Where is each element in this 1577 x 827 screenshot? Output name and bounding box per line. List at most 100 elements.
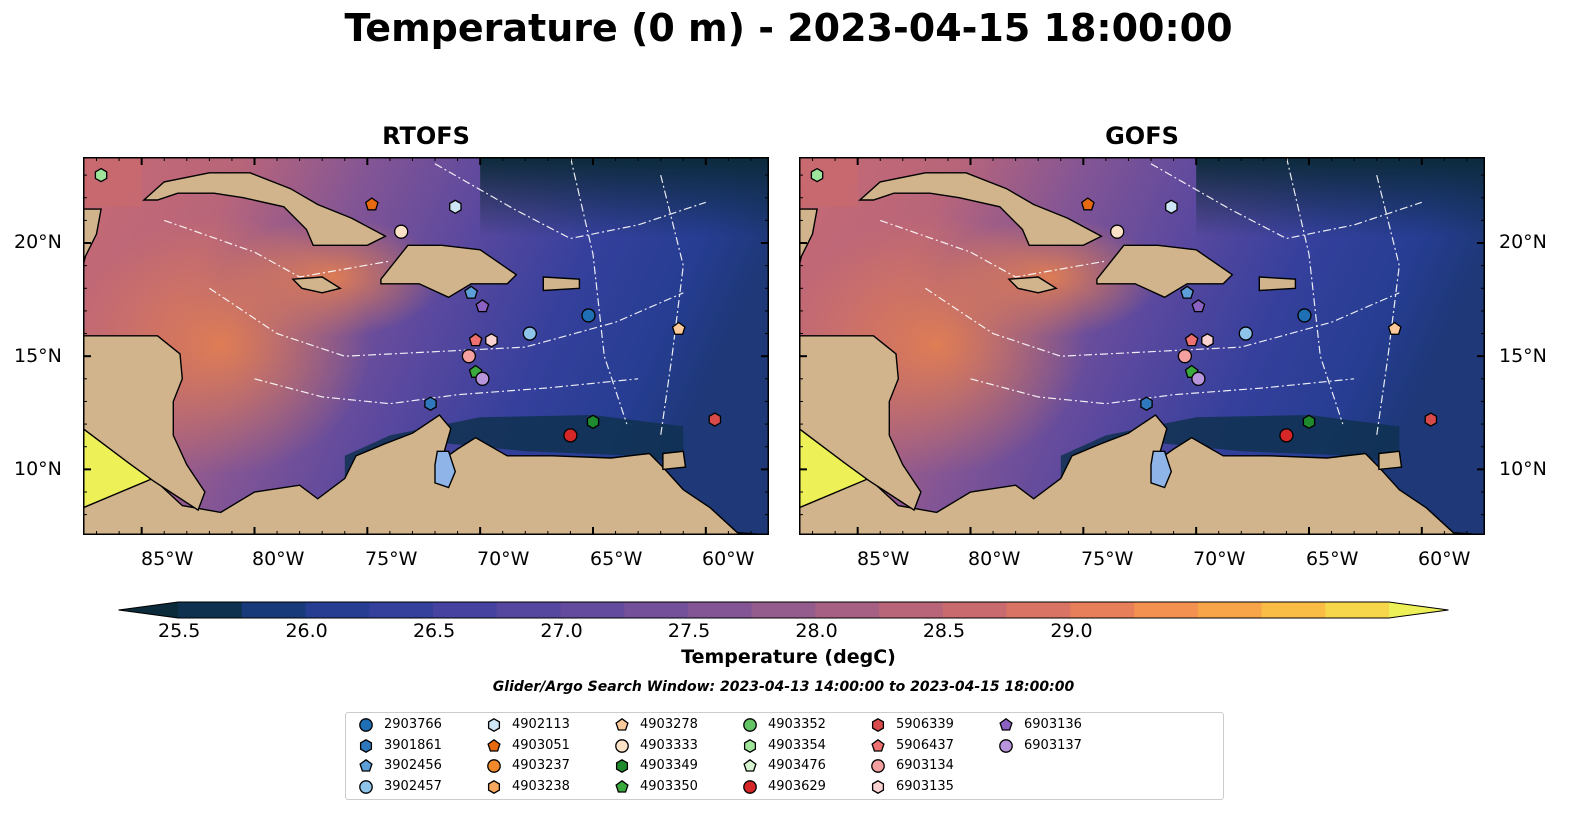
float-marker bbox=[810, 167, 824, 183]
legend-label: 6903136 bbox=[1024, 717, 1082, 732]
boundary-line bbox=[434, 163, 706, 240]
float-marker bbox=[1177, 349, 1193, 364]
legend-label: 4903350 bbox=[640, 778, 698, 794]
legend-label: 6903134 bbox=[896, 758, 954, 773]
float-marker bbox=[1201, 333, 1214, 348]
colorbar-tick-label: 28.0 bbox=[795, 620, 838, 642]
lat-tick-label: 20°N bbox=[14, 231, 62, 253]
boundary-line bbox=[880, 219, 1107, 278]
temperature-map-gofs bbox=[799, 157, 1485, 535]
legend-marker-circle-icon bbox=[871, 759, 885, 773]
land-jamaica bbox=[1007, 276, 1058, 294]
legend-label: 4903354 bbox=[768, 737, 826, 753]
colorbar-tick-label: 27.5 bbox=[667, 620, 711, 642]
lon-tick-label: 75°W bbox=[1081, 548, 1134, 570]
temperature-map-rtofs bbox=[83, 157, 769, 535]
lake-maracaibo bbox=[434, 450, 457, 489]
legend-marker-hexagon-icon bbox=[487, 718, 501, 732]
lon-tick-label: 85°W bbox=[141, 548, 194, 570]
float-marker bbox=[1110, 224, 1125, 239]
float-marker bbox=[1191, 299, 1206, 313]
land-puertorico bbox=[542, 276, 581, 292]
legend-marker-pentagon-icon bbox=[615, 717, 629, 731]
lon-tick-label: 60°W bbox=[702, 548, 755, 570]
legend-marker-pentagon-icon bbox=[487, 738, 501, 752]
legend-marker-hexagon-icon bbox=[871, 718, 885, 732]
lat-tick-label: 10°N bbox=[14, 458, 62, 480]
float-marker bbox=[522, 326, 537, 341]
float-marker bbox=[394, 224, 409, 239]
colorbar-tick-label: 29.0 bbox=[1050, 620, 1093, 642]
panel-title-gofs: GOFS bbox=[1105, 122, 1179, 150]
legend-label: 4903476 bbox=[768, 758, 826, 773]
panel-title-rtofs: RTOFS bbox=[382, 122, 470, 150]
float-marker bbox=[1279, 428, 1294, 443]
map-panel-gofs[interactable] bbox=[799, 157, 1485, 535]
float-marker bbox=[1387, 321, 1402, 335]
float-marker bbox=[475, 371, 490, 386]
legend-marker-hexagon-icon bbox=[359, 738, 373, 753]
legend-label: 6903135 bbox=[896, 778, 954, 794]
legend-label: 3901861 bbox=[384, 737, 442, 753]
legend-label: 4903238 bbox=[512, 778, 570, 794]
land-hispaniola bbox=[1096, 244, 1234, 299]
land-jamaica bbox=[291, 276, 342, 294]
float-marker bbox=[1140, 396, 1153, 411]
colorbar-tick-label: 27.0 bbox=[540, 620, 583, 642]
boundary-line bbox=[1285, 157, 1344, 425]
lon-tick-label: 75°W bbox=[365, 548, 418, 570]
legend-label: 4903278 bbox=[640, 717, 698, 732]
land-trinidad bbox=[1378, 450, 1403, 471]
legend-marker-circle-icon bbox=[487, 759, 501, 773]
lon-tick-label: 65°W bbox=[590, 548, 643, 570]
legend-label: 3902457 bbox=[384, 778, 442, 794]
float-marker bbox=[563, 428, 578, 443]
boundary-line bbox=[254, 378, 639, 405]
legend-label: 4902113 bbox=[512, 717, 570, 732]
legend-label: 5906437 bbox=[896, 737, 954, 753]
legend-label: 3902456 bbox=[384, 758, 442, 773]
colorbar-label: Temperature (degC) bbox=[681, 646, 896, 668]
float-marker bbox=[1297, 308, 1312, 323]
figure-title: Temperature (0 m) - 2023-04-15 18:00:00 bbox=[344, 6, 1233, 50]
lake-maracaibo bbox=[1150, 450, 1173, 489]
legend-marker-circle-icon bbox=[743, 718, 757, 732]
legend-marker-circle-icon bbox=[743, 779, 757, 794]
boundary-line bbox=[209, 287, 684, 357]
land-southamerica bbox=[83, 414, 769, 535]
lon-tick-label: 80°W bbox=[252, 548, 305, 570]
float-marker bbox=[708, 412, 722, 427]
legend-marker-circle-icon bbox=[615, 738, 629, 753]
land-trinidad bbox=[662, 450, 687, 471]
legend-marker-hexagon-icon bbox=[743, 738, 757, 753]
land-cuba bbox=[142, 172, 387, 247]
float-marker bbox=[671, 321, 686, 335]
lat-tick-label: 20°N bbox=[1499, 231, 1547, 253]
float-marker bbox=[364, 197, 379, 211]
land-cuba bbox=[858, 172, 1103, 247]
legend-marker-hexagon-icon bbox=[615, 759, 629, 773]
land-centralamerica bbox=[83, 335, 206, 512]
float-marker bbox=[461, 349, 477, 364]
float-marker bbox=[1191, 371, 1206, 386]
lat-tick-label: 10°N bbox=[1499, 458, 1547, 480]
colorbar-tick-label: 25.5 bbox=[158, 620, 201, 642]
legend-label: 4903237 bbox=[512, 758, 570, 773]
colorbar-tick-label: 26.0 bbox=[285, 620, 328, 642]
float-marker bbox=[1180, 285, 1195, 299]
float-marker bbox=[464, 285, 479, 299]
map-panel-rtofs[interactable] bbox=[83, 157, 769, 535]
lon-tick-label: 70°W bbox=[1193, 548, 1246, 570]
legend-label: 2903766 bbox=[384, 717, 442, 732]
legend-marker-pentagon-icon bbox=[743, 758, 757, 772]
float-marker bbox=[1424, 412, 1438, 427]
land-centralamerica bbox=[799, 335, 922, 512]
land-hispaniola bbox=[380, 244, 518, 299]
land-puertorico bbox=[1258, 276, 1297, 292]
colorbar-tick-label: 28.5 bbox=[922, 620, 966, 642]
legend-label: 4903629 bbox=[768, 778, 826, 794]
legend-marker-pentagon-icon bbox=[871, 738, 885, 752]
boundary-line bbox=[925, 287, 1400, 357]
land-yucatan bbox=[83, 208, 102, 300]
legend-marker-circle-icon bbox=[359, 718, 373, 732]
